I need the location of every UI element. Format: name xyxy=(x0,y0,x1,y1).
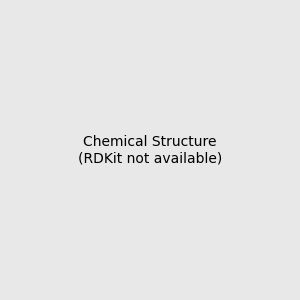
Text: Chemical Structure
(RDKit not available): Chemical Structure (RDKit not available) xyxy=(78,135,222,165)
